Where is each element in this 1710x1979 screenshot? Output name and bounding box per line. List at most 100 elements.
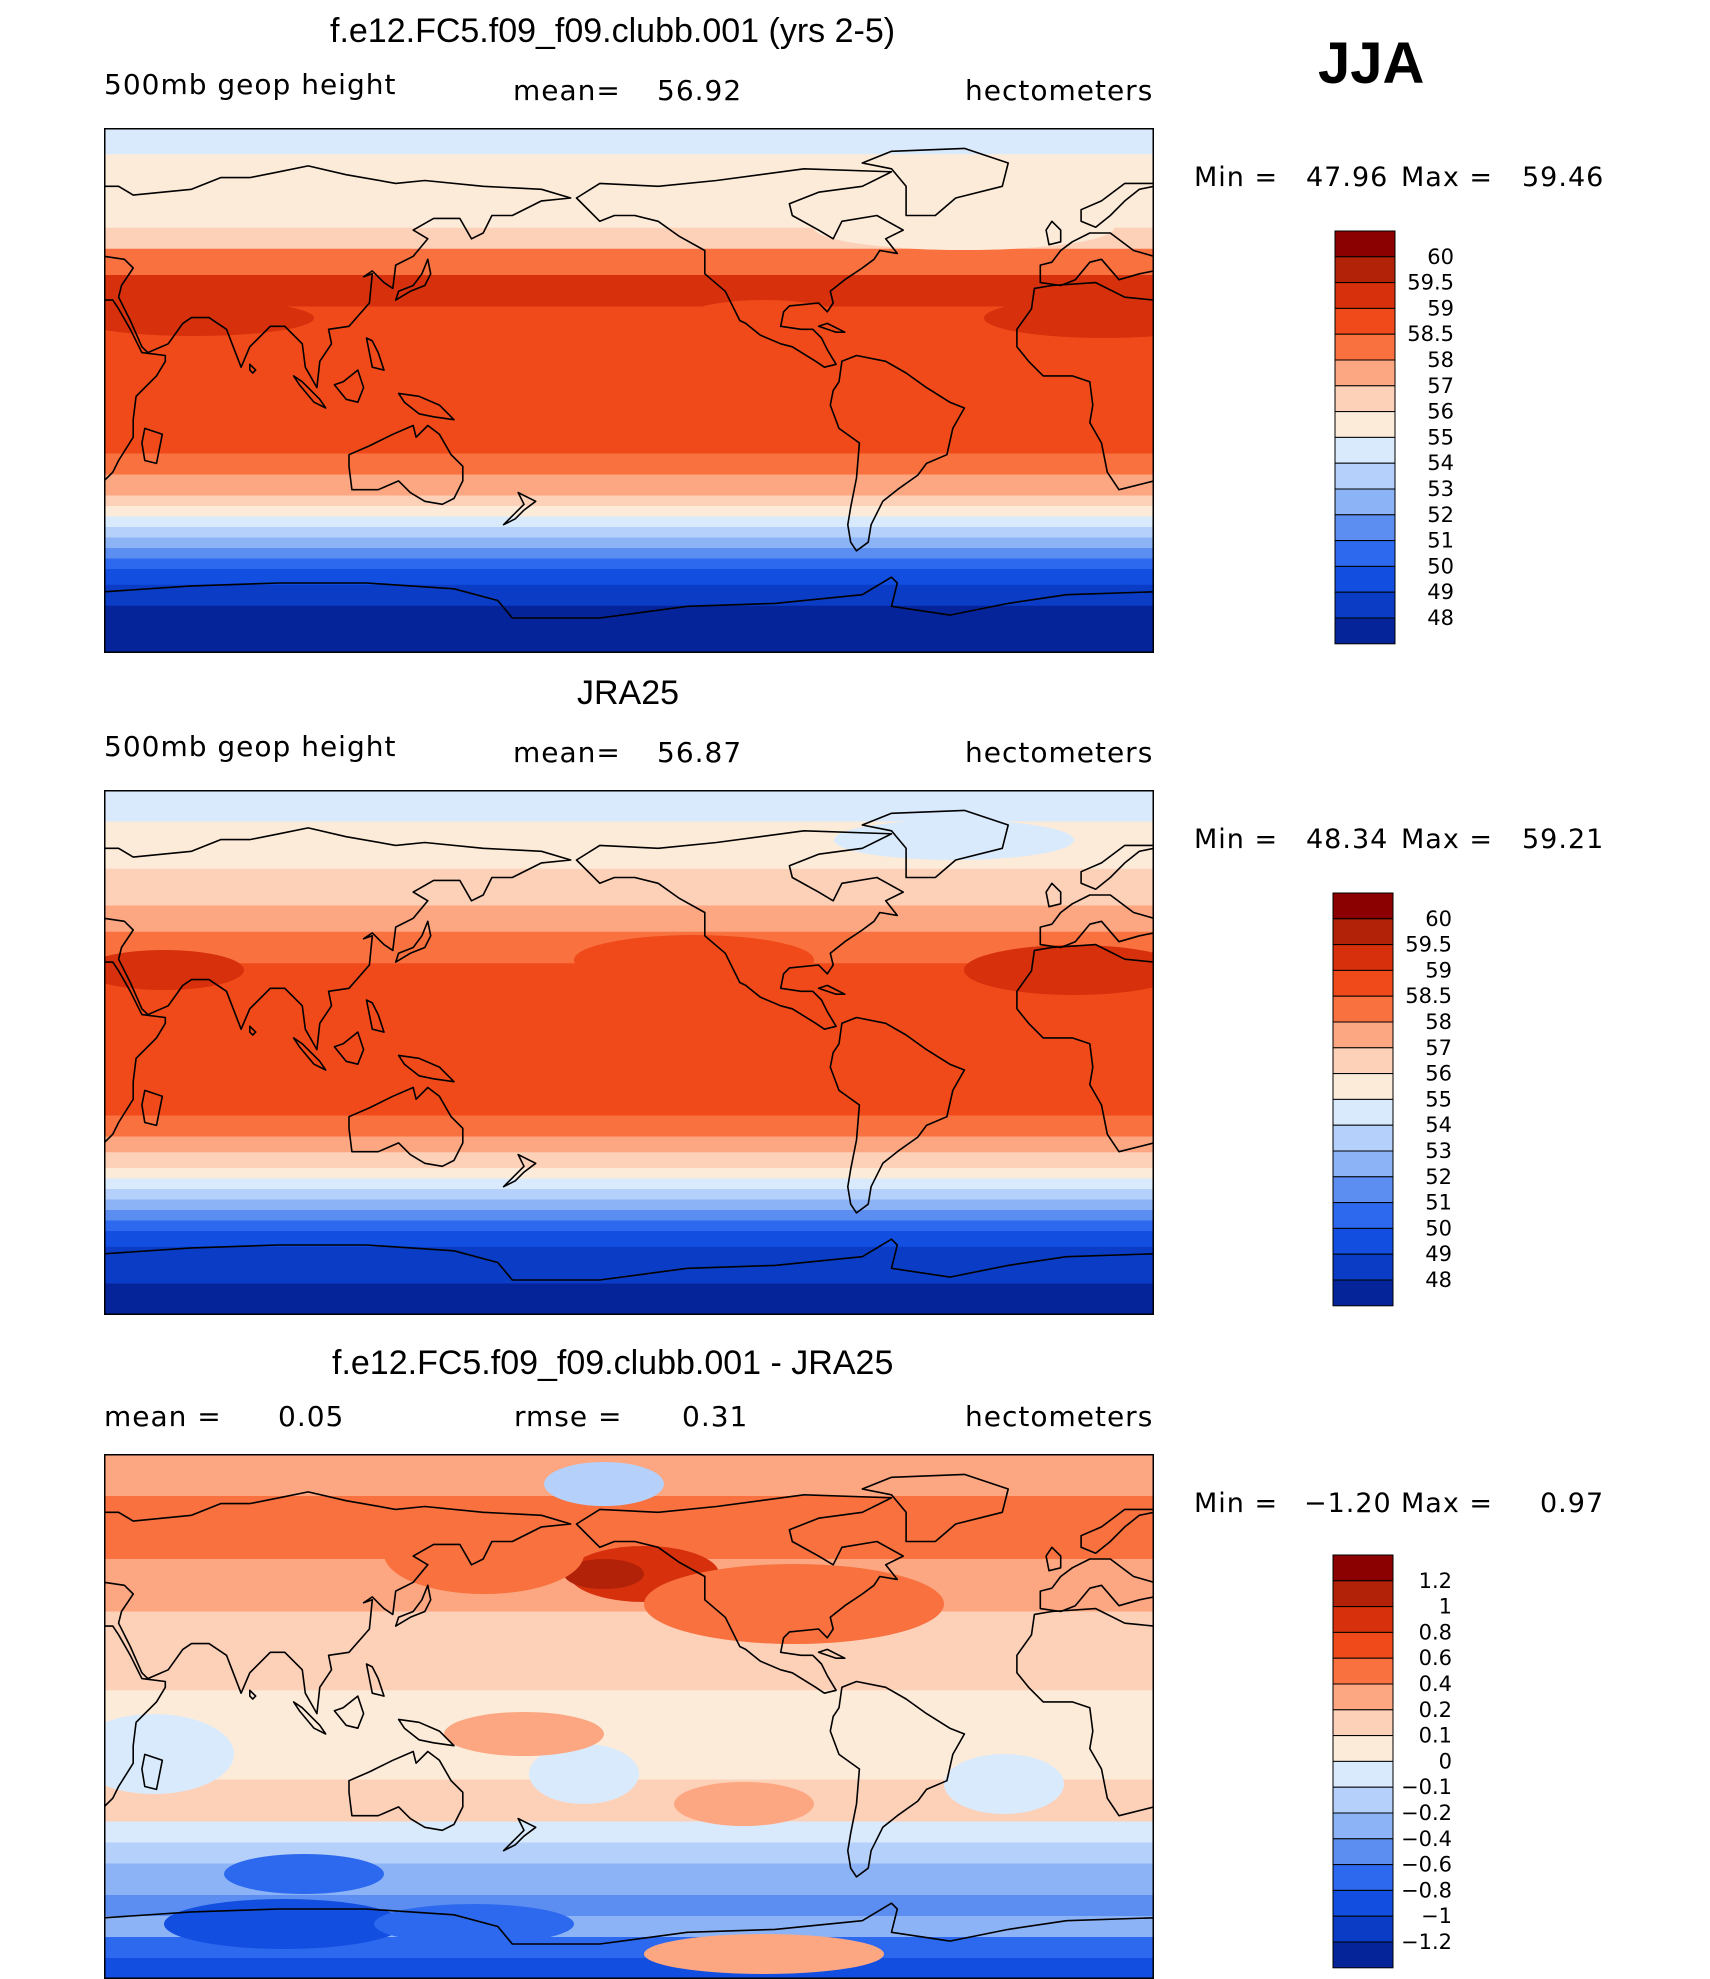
contour-map-diff — [104, 1454, 1154, 1979]
colorbar-swatch — [1332, 918, 1394, 946]
colorbar-swatch — [1334, 411, 1396, 438]
contour-band — [104, 605, 1154, 653]
colorbar-tick-label: −0.8 — [1401, 1878, 1452, 1902]
contour-region — [834, 820, 1074, 860]
coastline — [249, 363, 257, 374]
map-canvas — [104, 790, 1154, 1315]
colorbar-swatch — [1332, 1021, 1394, 1049]
coastline — [502, 1817, 537, 1852]
coastline — [829, 1016, 966, 1214]
colorbar-obs: 60 59.5 59 58.5 58 57 56 55 54 53 52 51 50 49 48 — [1332, 892, 1492, 1307]
coastline — [1080, 844, 1154, 890]
min-label: Min = — [1194, 162, 1279, 193]
colorbar-tick-label: 52 — [1427, 503, 1454, 527]
colorbar-tick-label: 59 — [1427, 296, 1454, 320]
coastline — [1045, 882, 1062, 908]
colorbar-swatch — [1334, 488, 1396, 516]
colorbar-swatch — [1332, 1047, 1394, 1075]
coastline — [333, 369, 365, 403]
colorbar-swatch — [1332, 1279, 1394, 1307]
colorbar-tick-label: −0.4 — [1401, 1827, 1452, 1851]
coastline — [365, 337, 385, 371]
contour-band — [104, 495, 1154, 507]
coastline — [104, 1902, 1154, 1979]
coastline — [394, 920, 432, 963]
contour-region — [644, 1564, 944, 1644]
colorbar-tick-label: 53 — [1427, 477, 1454, 501]
colorbar-swatch — [1334, 230, 1396, 258]
contour-band — [104, 1168, 1154, 1179]
colorbar-tick-label: −1 — [1421, 1904, 1452, 1928]
colorbar-swatch — [1332, 1786, 1394, 1814]
coastline — [502, 1153, 537, 1188]
contour-region — [964, 945, 1154, 995]
colorbar-swatch — [1334, 333, 1396, 361]
colorbar-swatch — [1332, 892, 1394, 920]
colorbar-swatch — [1334, 307, 1396, 335]
colorbar-swatch — [1332, 1915, 1394, 1943]
colorbar-swatch — [1334, 359, 1396, 387]
colorbar-tick-label: 48 — [1425, 1268, 1452, 1292]
contour-region — [814, 206, 1114, 250]
colorbar-swatch — [1332, 1709, 1394, 1737]
min-value: 47.96 — [1306, 162, 1389, 193]
coastline — [575, 1494, 904, 1694]
colorbar-tick-label: 58 — [1427, 348, 1454, 372]
colorbar-tick-label: 58.5 — [1407, 322, 1454, 346]
contour-band — [104, 790, 1154, 822]
contour-region — [224, 1854, 384, 1894]
panel-mean-value: 56.92 — [657, 74, 743, 107]
colorbar-swatch — [1334, 385, 1396, 413]
coastline — [104, 1625, 167, 1808]
colorbar-swatch — [1332, 1760, 1394, 1788]
coastline — [292, 1701, 327, 1735]
contour-band — [104, 584, 1154, 607]
colorbar-tick-label: 59 — [1425, 958, 1452, 982]
colorbar-swatch — [1332, 1150, 1394, 1178]
coastline — [1039, 1558, 1154, 1613]
coastline — [348, 1750, 464, 1832]
coastline — [365, 1663, 385, 1697]
panel-title-diff: f.e12.FC5.f09_f09.clubb.001 - JRA25 — [332, 1344, 894, 1382]
contour-band — [104, 275, 1154, 307]
coastline — [104, 299, 167, 482]
contour-band — [104, 1220, 1154, 1232]
colorbar-tick-label: 50 — [1425, 1216, 1452, 1240]
coastline — [333, 1695, 365, 1729]
colorbar-tick-label: −0.1 — [1401, 1775, 1452, 1799]
max-value: 59.46 — [1522, 162, 1605, 193]
contour-map-obs — [104, 790, 1154, 1315]
colorbar-tick-label: 56 — [1425, 1062, 1452, 1086]
colorbar-tick-label: 50 — [1427, 554, 1454, 578]
colorbar-swatch — [1332, 1227, 1394, 1255]
colorbar-tick-label: 59.5 — [1405, 933, 1452, 957]
colorbar-swatch — [1332, 1631, 1394, 1659]
contour-region — [574, 935, 814, 985]
max-label: Max = — [1401, 824, 1494, 855]
coastline — [861, 1473, 1009, 1543]
coastline — [348, 424, 464, 506]
panel-title-obs: JRA25 — [577, 674, 680, 712]
colorbar-tick-label: −0.6 — [1401, 1853, 1452, 1877]
contour-band — [104, 548, 1154, 559]
contour-band — [104, 527, 1154, 538]
contour-band — [104, 506, 1154, 517]
colorbar-swatch — [1332, 1253, 1394, 1281]
colorbar-tick-label: 57 — [1427, 374, 1454, 398]
contour-band — [104, 868, 1154, 906]
panel-variable-label: 500mb geop height — [104, 68, 397, 101]
coastline — [1039, 232, 1154, 287]
contour-region — [444, 1712, 604, 1756]
colorbar-swatch — [1332, 995, 1394, 1023]
max-label: Max = — [1401, 1488, 1494, 1519]
coastline — [1045, 1546, 1062, 1572]
contour-band — [104, 516, 1154, 528]
contour-band — [104, 1611, 1154, 1691]
colorbar-tick-label: 54 — [1427, 451, 1454, 475]
coastline — [292, 375, 327, 409]
coastline — [104, 165, 572, 389]
colorbar-diff: 1.2 1 0.8 0.6 0.4 0.2 0.1 0 −0.1 −0.2 −0.4 −0.6 −0.8… — [1332, 1554, 1492, 1969]
contour-band — [104, 1115, 1154, 1137]
